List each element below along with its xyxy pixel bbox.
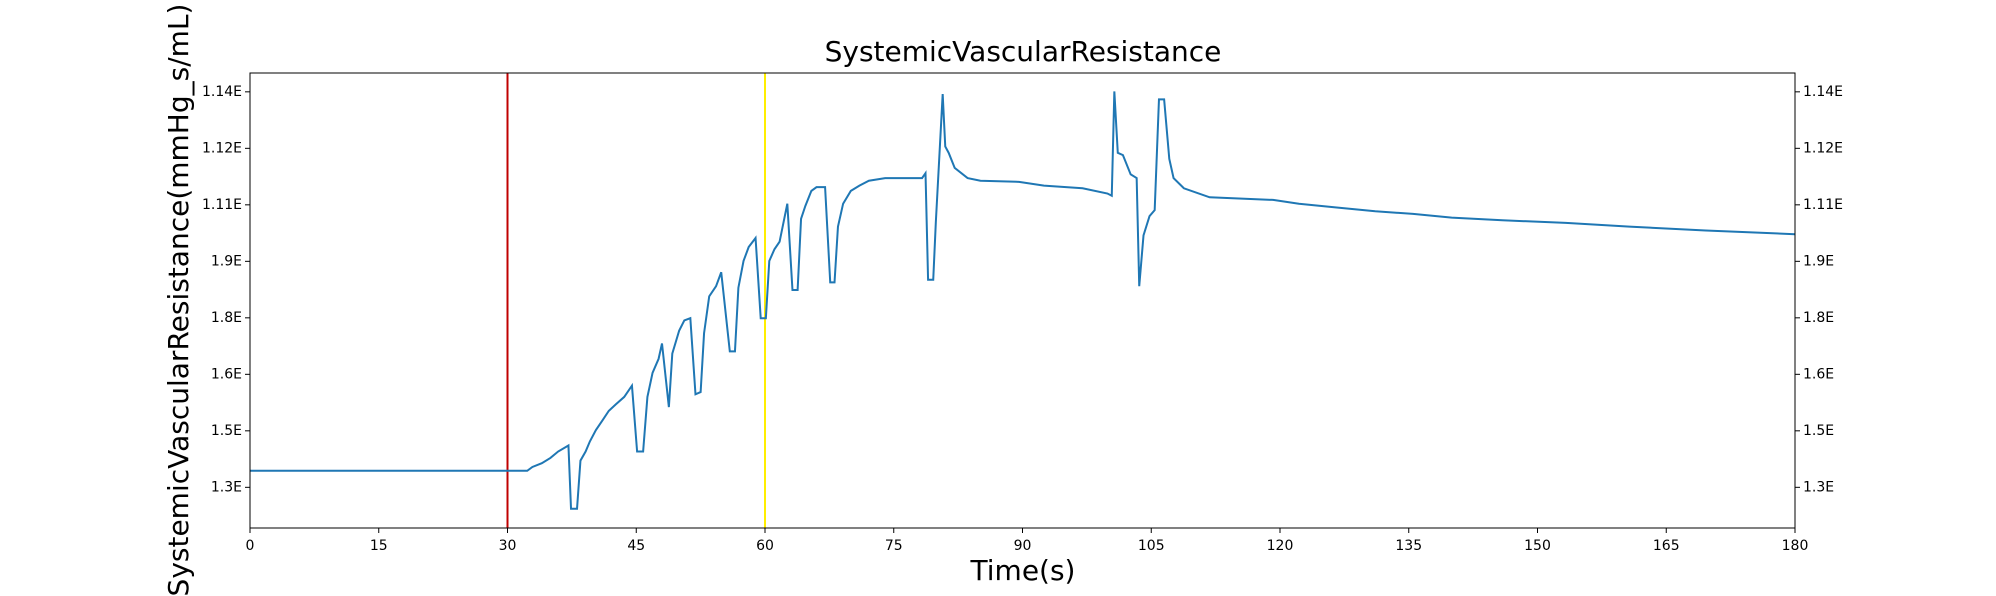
y-tick-label: 1.9E xyxy=(211,253,242,269)
x-axis-label: Time(s) xyxy=(970,554,1076,587)
y-tick-label-right: 1.11E xyxy=(1803,197,1843,213)
data-line xyxy=(250,91,1796,510)
x-tick-label: 75 xyxy=(885,538,903,554)
x-tick-label: 165 xyxy=(1653,538,1680,554)
x-tick-label: 60 xyxy=(756,538,774,554)
y-tick-label-right: 1.5E xyxy=(1803,423,1834,439)
x-tick-label: 105 xyxy=(1138,538,1165,554)
y-tick-label-right: 1.3E xyxy=(1803,479,1834,495)
y-tick-label: 1.11E xyxy=(202,197,242,213)
y-tick-label: 1.6E xyxy=(211,366,242,382)
x-tick-label: 30 xyxy=(499,538,517,554)
y-tick-label: 1.12E xyxy=(202,140,242,156)
y-tick-label-right: 1.9E xyxy=(1803,253,1834,269)
x-tick-label: 135 xyxy=(1395,538,1422,554)
y-tick-label-right: 1.6E xyxy=(1803,366,1834,382)
x-tick-label: 15 xyxy=(370,538,388,554)
x-tick-label: 180 xyxy=(1782,538,1809,554)
x-tick-label: 120 xyxy=(1267,538,1294,554)
y-tick-label: 1.3E xyxy=(211,479,242,495)
x-tick-label: 0 xyxy=(246,538,255,554)
chart-title: SystemicVascularResistance xyxy=(825,35,1222,68)
y-tick-label-right: 1.14E xyxy=(1803,84,1843,100)
y-tick-label: 1.5E xyxy=(211,423,242,439)
y-tick-label-right: 1.12E xyxy=(1803,140,1843,156)
x-tick-label: 150 xyxy=(1524,538,1551,554)
x-tick-label: 90 xyxy=(1014,538,1032,554)
y-tick-label: 1.14E xyxy=(202,84,242,100)
y-axis-label: SystemicVascularResistance(mmHg_s/mL) xyxy=(162,4,195,596)
y-tick-label-right: 1.8E xyxy=(1803,310,1834,326)
plot-frame xyxy=(249,72,1796,529)
x-tick-label: 45 xyxy=(627,538,645,554)
y-tick-label: 1.8E xyxy=(211,310,242,326)
